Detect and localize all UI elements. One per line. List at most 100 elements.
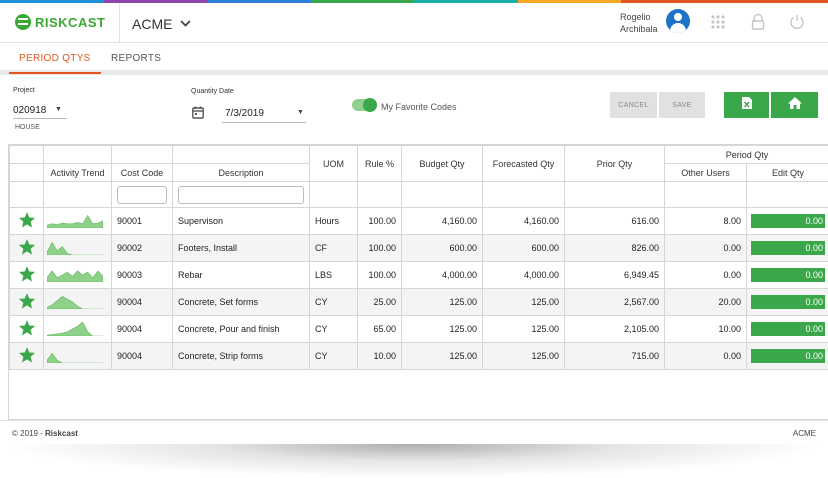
quantity-date-value[interactable]: 7/3/2019 bbox=[225, 108, 264, 119]
export-excel-button[interactable] bbox=[724, 92, 769, 118]
tab-reports[interactable]: REPORTS bbox=[111, 53, 162, 64]
table-row[interactable]: 90004 Concrete, Set forms CY 25.00 125.00 125… bbox=[9, 288, 828, 316]
uom-header[interactable]: UOM bbox=[309, 145, 358, 182]
budget-header[interactable]: Budget Qty bbox=[401, 145, 483, 182]
header-spacer bbox=[111, 145, 173, 164]
edit-qty-input[interactable]: 0.00 bbox=[751, 268, 825, 282]
prior-cell: 616.00 bbox=[564, 207, 665, 235]
lock-icon[interactable] bbox=[749, 13, 767, 31]
favorite-star-icon[interactable] bbox=[18, 266, 36, 285]
prior-header[interactable]: Prior Qty bbox=[564, 145, 665, 182]
activity-trend-cell bbox=[43, 342, 112, 370]
edit-qty-input[interactable]: 0.00 bbox=[751, 349, 825, 363]
user-first-name: Rogelio bbox=[620, 12, 651, 22]
color-bar-segment bbox=[621, 0, 725, 3]
uom-cell: CY bbox=[309, 288, 358, 316]
cost-code-header[interactable]: Cost Code bbox=[111, 163, 173, 182]
forecasted-cell: 4,000.00 bbox=[482, 261, 565, 289]
riskcast-logo[interactable]: RISKCAST bbox=[15, 14, 105, 30]
edit-qty-input[interactable]: 0.00 bbox=[751, 322, 825, 336]
forecasted-header[interactable]: Forecasted Qty bbox=[482, 145, 565, 182]
save-button[interactable]: SAVE bbox=[659, 92, 705, 118]
tab-period-qtys[interactable]: PERIOD QTYS bbox=[9, 53, 101, 74]
edit-qty-header[interactable]: Edit Qty bbox=[746, 163, 828, 182]
activity-sparkline bbox=[47, 268, 108, 282]
prior-cell: 2,105.00 bbox=[564, 315, 665, 343]
cancel-button[interactable]: CANCEL bbox=[610, 92, 657, 118]
rule-header[interactable]: Rule % bbox=[357, 145, 402, 182]
edit-qty-input[interactable]: 0.00 bbox=[751, 295, 825, 309]
favorite-cell[interactable] bbox=[9, 207, 44, 235]
description-header[interactable]: Description bbox=[172, 163, 310, 182]
date-dropdown-icon[interactable]: ▼ bbox=[297, 109, 304, 116]
quantity-date-label: Quantity Date bbox=[191, 88, 234, 95]
forecasted-cell: 125.00 bbox=[482, 315, 565, 343]
favorite-cell[interactable] bbox=[9, 234, 44, 262]
drop-shadow bbox=[0, 444, 828, 478]
period-qty-table-container: UOM Rule % Budget Qty Forecasted Qty Pri… bbox=[8, 144, 828, 420]
budget-cell: 4,160.00 bbox=[401, 207, 483, 235]
footer: © 2019 - Riskcast ACME bbox=[0, 420, 828, 444]
filter-cell bbox=[111, 181, 173, 208]
power-icon[interactable] bbox=[788, 13, 806, 31]
color-bar-segment bbox=[517, 0, 621, 3]
table-row[interactable]: 90004 Concrete, Strip forms CY 10.00 125.00 1… bbox=[9, 342, 828, 370]
cost-code-filter-input[interactable] bbox=[117, 185, 167, 204]
edit-qty-input[interactable]: 0.00 bbox=[751, 214, 825, 228]
activity-sparkline bbox=[47, 295, 108, 309]
favorite-cell[interactable] bbox=[9, 342, 44, 370]
favorite-star-icon[interactable] bbox=[18, 320, 36, 339]
table-row[interactable]: 90004 Concrete, Pour and finish CY 65.00 125… bbox=[9, 315, 828, 343]
edit-qty-input[interactable]: 0.00 bbox=[751, 241, 825, 255]
other-users-cell: 8.00 bbox=[664, 207, 747, 235]
project-dropdown-icon[interactable]: ▼ bbox=[55, 106, 62, 113]
rule-cell: 100.00 bbox=[357, 261, 402, 289]
color-bar-segment bbox=[207, 0, 311, 3]
activity-trend-cell bbox=[43, 207, 112, 235]
project-underline bbox=[13, 118, 67, 119]
activity-sparkline bbox=[47, 241, 108, 255]
toggle-knob bbox=[363, 98, 377, 112]
favorite-star-icon[interactable] bbox=[18, 212, 36, 231]
rule-cell: 100.00 bbox=[357, 207, 402, 235]
favorite-cell[interactable] bbox=[9, 288, 44, 316]
home-button[interactable] bbox=[771, 92, 818, 118]
project-select-value[interactable]: 020918 bbox=[13, 105, 47, 116]
company-selector[interactable]: ACME bbox=[132, 16, 192, 32]
description-filter-input[interactable] bbox=[178, 185, 304, 204]
table-row[interactable]: 90003 Rebar LBS 100.00 4,000.00 4,000.00 6,949… bbox=[9, 261, 828, 289]
avatar[interactable] bbox=[666, 9, 690, 33]
table-row[interactable]: 90002 Footers, Install CF 100.00 600.00 600.0… bbox=[9, 234, 828, 262]
other-users-cell: 10.00 bbox=[664, 315, 747, 343]
header-divider bbox=[119, 3, 120, 43]
cost-code-cell: 90004 bbox=[111, 315, 173, 343]
activity-sparkline bbox=[47, 349, 108, 363]
color-bar-segment bbox=[310, 0, 414, 3]
home-icon bbox=[787, 96, 803, 115]
description-cell: Concrete, Strip forms bbox=[172, 342, 310, 370]
rule-cell: 10.00 bbox=[357, 342, 402, 370]
brand-color-bar bbox=[0, 0, 828, 3]
favorite-codes-toggle[interactable] bbox=[352, 98, 377, 112]
favorite-star-icon[interactable] bbox=[18, 347, 36, 366]
table-row[interactable]: 90001 Supervison Hours 100.00 4,160.00 4,160.… bbox=[9, 207, 828, 235]
favorite-cell[interactable] bbox=[9, 315, 44, 343]
color-bar-segment bbox=[0, 0, 104, 3]
date-underline bbox=[222, 122, 306, 123]
favorite-star-icon[interactable] bbox=[18, 293, 36, 312]
budget-cell: 4,000.00 bbox=[401, 261, 483, 289]
period-qty-table: UOM Rule % Budget Qty Forecasted Qty Pri… bbox=[9, 145, 828, 370]
forecasted-cell: 600.00 bbox=[482, 234, 565, 262]
apps-grid-icon[interactable] bbox=[709, 13, 727, 31]
calendar-icon[interactable] bbox=[192, 106, 204, 124]
rule-cell: 65.00 bbox=[357, 315, 402, 343]
rule-cell: 100.00 bbox=[357, 234, 402, 262]
forecasted-cell: 125.00 bbox=[482, 342, 565, 370]
footer-company: ACME bbox=[792, 429, 816, 438]
favorite-cell[interactable] bbox=[9, 261, 44, 289]
other-users-header[interactable]: Other Users bbox=[664, 163, 747, 182]
edit-qty-cell: 0.00 bbox=[746, 234, 828, 262]
favorite-star-icon[interactable] bbox=[18, 239, 36, 258]
copyright: © 2019 - Riskcast bbox=[12, 429, 78, 438]
activity-trend-header[interactable]: Activity Trend bbox=[43, 163, 112, 182]
